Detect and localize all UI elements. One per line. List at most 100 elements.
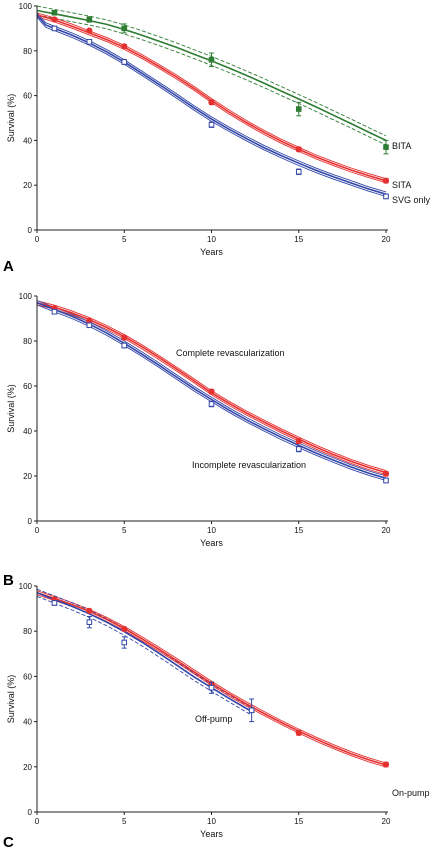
point-bita [121,25,128,32]
ci-lower-svg-only [36,16,387,197]
y-tick-label: 100 [19,582,33,591]
point-complete-revascularization [121,334,128,341]
ci-upper-sita [36,12,387,180]
series-label-incomplete-revascularization: Incomplete revascularization [192,460,306,470]
point-complete-revascularization [208,388,215,395]
point-bita [51,9,58,16]
x-axis-title: Years [200,247,223,257]
point-complete-revascularization [295,438,302,445]
y-tick-label: 60 [23,382,32,391]
point-complete-revascularization [382,470,390,477]
x-tick-label: 20 [382,817,391,826]
series-label-bita: BITA [392,141,411,151]
point-incomplete-revascularization [295,446,302,452]
curve-svg-only [36,14,387,195]
point-off-pump [121,639,128,646]
y-tick-label: 20 [23,472,32,481]
y-tick-label: 0 [28,808,33,817]
y-tick-label: 40 [23,136,32,145]
point-off-pump [208,684,215,691]
ci-upper-on-pump [36,590,387,764]
series-label-off-pump: Off-pump [195,714,232,724]
x-axis-title: Years [200,538,223,548]
point-svg-only [86,39,93,45]
x-tick-label: 15 [294,817,303,826]
point-svg-only [208,121,215,128]
y-tick-label: 60 [23,672,32,681]
panel-b-chart: 0 5 10 15 20 0 20 40 60 80 100 Years Survival (%) Co… [3,292,391,589]
point-on-pump [121,625,128,633]
x-tick-label: 15 [294,526,303,535]
x-tick-label: 20 [382,235,391,244]
curve-off-pump [36,592,252,713]
panel-label-b: B [3,572,14,589]
y-tick-label: 0 [28,226,33,235]
y-axis-title: Survival (%) [6,675,16,724]
x-tick-label: 20 [382,526,391,535]
point-incomplete-revascularization [208,401,215,407]
y-axis-title: Survival (%) [6,384,16,433]
point-sita [121,43,128,50]
panel-a-chart: 0 5 10 15 20 0 20 40 60 80 100 Years Survival (%) BI… [3,2,431,275]
ci-upper-incomplete-revascularization [36,300,387,477]
ci-lower-off-pump [36,595,252,716]
x-tick-label: 10 [207,526,216,535]
y-tick-label: 80 [23,47,32,56]
y-tick-label: 40 [23,427,32,436]
y-tick-label: 0 [28,517,33,526]
series-label-sita: SITA [392,180,411,190]
point-svg-only [51,25,58,32]
y-tick-label: 100 [19,2,33,11]
x-tick-label: 10 [207,235,216,244]
x-tick-label: 5 [122,817,127,826]
point-bita [86,16,93,23]
point-on-pump [86,607,93,614]
y-tick-label: 100 [19,292,33,301]
point-bita [208,56,215,63]
y-tick-label: 40 [23,718,32,727]
series-label-on-pump: On-pump [392,788,430,798]
x-tick-label: 0 [35,526,40,535]
y-axis-title: Survival (%) [6,94,16,143]
curve-incomplete-revascularization [36,302,387,480]
x-axis-title: Years [200,829,223,839]
y-tick-label: 20 [23,181,32,190]
panel-c-chart: 0 5 10 15 20 0 20 40 60 80 100 Years Survival (%) Of… [3,582,430,850]
point-incomplete-revascularization [51,308,58,315]
series-label-complete-revascularization: Complete revascularization [176,348,285,358]
y-tick-label: 20 [23,763,32,772]
point-incomplete-revascularization [383,477,389,484]
x-tick-label: 0 [35,235,40,244]
y-tick-label: 80 [23,337,32,346]
point-on-pump [295,729,302,737]
point-svg-only [121,59,128,65]
point-off-pump [51,600,58,606]
point-sita [51,16,58,23]
point-off-pump [86,619,93,625]
point-off-pump [248,707,255,714]
point-svg-only [383,193,389,200]
point-bita [295,106,302,112]
point-sita [295,146,302,153]
panel-label-a: A [3,258,14,275]
y-tick-label: 80 [23,627,32,636]
point-incomplete-revascularization [86,322,93,329]
point-bita [383,144,389,150]
point-sita [86,27,93,34]
panel-label-c: C [3,834,14,850]
point-incomplete-revascularization [121,342,128,349]
point-on-pump [382,761,390,768]
ci-lower-complete-revascularization [36,304,387,476]
curve-complete-revascularization [36,302,387,474]
point-sita [208,99,215,106]
point-svg-only [295,168,302,175]
x-tick-label: 5 [122,235,127,244]
series-label-svg-only: SVG only [392,195,431,205]
ci-upper-svg-only [36,12,387,193]
x-tick-label: 10 [207,817,216,826]
y-tick-label: 60 [23,92,32,101]
x-tick-label: 5 [122,526,127,535]
x-tick-label: 0 [35,817,40,826]
point-sita [382,177,390,184]
